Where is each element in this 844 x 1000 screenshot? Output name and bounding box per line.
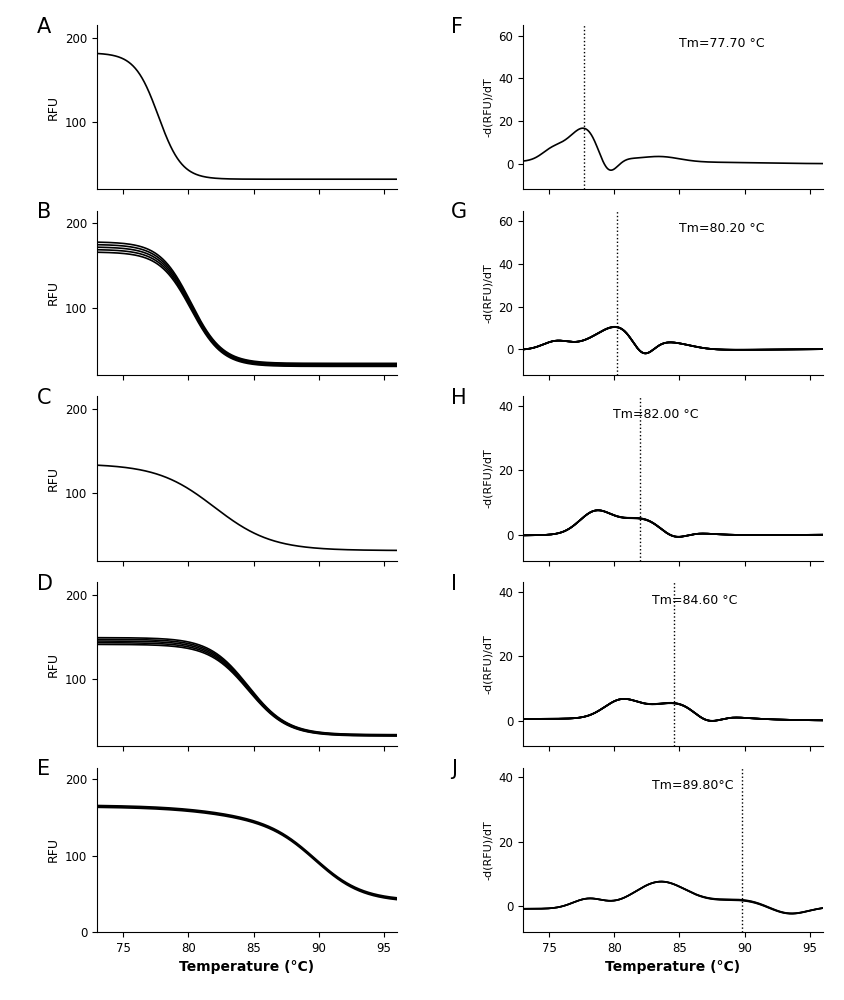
Text: Tm=80.20 °C: Tm=80.20 °C (679, 222, 765, 235)
Text: E: E (37, 759, 50, 779)
Text: G: G (451, 202, 467, 222)
Text: A: A (37, 17, 51, 37)
Text: I: I (451, 574, 457, 594)
Text: Tm=82.00 °C: Tm=82.00 °C (613, 408, 699, 421)
Y-axis label: -d(RFU)/dT: -d(RFU)/dT (483, 449, 493, 508)
Text: Tm=77.70 °C: Tm=77.70 °C (679, 37, 765, 50)
Y-axis label: RFU: RFU (46, 652, 60, 677)
Text: Tm=84.60 °C: Tm=84.60 °C (652, 594, 738, 607)
Y-axis label: RFU: RFU (46, 280, 60, 305)
Text: H: H (451, 388, 467, 408)
Text: F: F (451, 17, 463, 37)
Y-axis label: -d(RFU)/dT: -d(RFU)/dT (483, 634, 493, 694)
Text: B: B (37, 202, 51, 222)
X-axis label: Temperature (°C): Temperature (°C) (180, 960, 315, 974)
Text: C: C (37, 388, 51, 408)
Y-axis label: RFU: RFU (46, 466, 60, 491)
Text: J: J (451, 759, 457, 779)
Text: Tm=89.80°C: Tm=89.80°C (652, 779, 733, 792)
X-axis label: Temperature (°C): Temperature (°C) (605, 960, 740, 974)
Y-axis label: -d(RFU)/dT: -d(RFU)/dT (483, 263, 493, 323)
Y-axis label: -d(RFU)/dT: -d(RFU)/dT (483, 77, 493, 137)
Y-axis label: RFU: RFU (46, 95, 60, 120)
Text: D: D (37, 574, 53, 594)
Y-axis label: -d(RFU)/dT: -d(RFU)/dT (483, 820, 493, 880)
Y-axis label: RFU: RFU (46, 837, 60, 862)
